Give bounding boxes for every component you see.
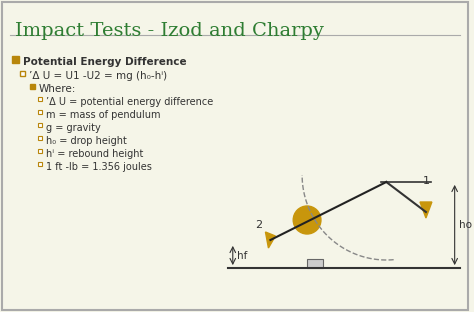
Text: h₀ = drop height: h₀ = drop height — [46, 136, 127, 146]
Text: ho: ho — [459, 220, 472, 230]
Bar — [37, 136, 42, 140]
Text: hⁱ = rebound height: hⁱ = rebound height — [46, 149, 143, 159]
Circle shape — [293, 206, 321, 234]
Text: g = gravity: g = gravity — [46, 123, 100, 133]
Text: ’Δ U = U1 -U2 = mg (h₀-hⁱ): ’Δ U = U1 -U2 = mg (h₀-hⁱ) — [29, 71, 167, 81]
Bar — [30, 84, 35, 89]
FancyBboxPatch shape — [307, 259, 323, 268]
Text: hf: hf — [237, 251, 247, 261]
Text: Impact Tests - Izod and Charpy: Impact Tests - Izod and Charpy — [15, 22, 324, 40]
Bar — [37, 149, 42, 153]
Text: Potential Energy Difference: Potential Energy Difference — [23, 57, 186, 67]
Text: m = mass of pendulum: m = mass of pendulum — [46, 110, 160, 120]
Bar — [37, 97, 42, 101]
Bar — [20, 71, 25, 76]
Bar — [12, 56, 19, 63]
Bar — [37, 123, 42, 127]
Text: 1 ft -lb = 1.356 joules: 1 ft -lb = 1.356 joules — [46, 162, 151, 172]
Polygon shape — [265, 232, 275, 248]
Bar — [37, 162, 42, 166]
Text: 1: 1 — [423, 176, 430, 186]
Bar — [37, 110, 42, 114]
Text: ’Δ U = potential energy difference: ’Δ U = potential energy difference — [46, 97, 213, 107]
Text: Where:: Where: — [39, 84, 76, 94]
Polygon shape — [420, 202, 432, 218]
FancyBboxPatch shape — [2, 2, 467, 310]
Text: 2: 2 — [255, 220, 263, 230]
